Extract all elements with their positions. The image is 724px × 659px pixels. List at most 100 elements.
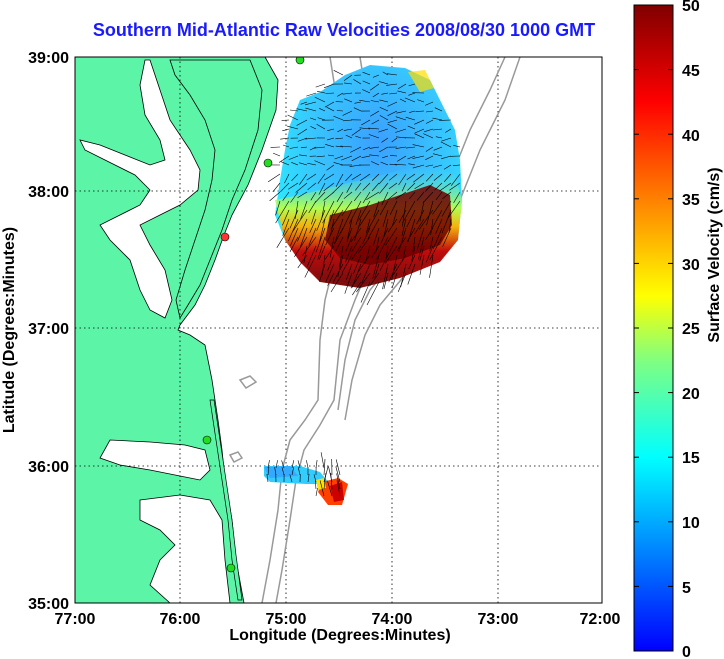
velocity-arrow [337,254,344,277]
x-axis: 77:00 76:00 75:00 74:00 73:00 72:00 Long… [55,611,621,644]
chesapeake-bay [79,59,201,319]
velocity-arrow [287,114,299,121]
velocity-arrow [340,145,353,148]
x-axis-title: Longitude (Degrees:Minutes) [229,627,450,644]
velocity-arrow [395,128,407,133]
velocity-arrow [341,200,353,217]
velocity-arrow [441,209,452,234]
velocity-arrow [343,74,353,81]
colorbar-tick-label: 25 [682,321,700,338]
velocity-arrow [325,144,335,148]
velocity-arrow [327,209,335,228]
velocity-arrow [319,480,325,497]
velocity-arrow [416,191,425,201]
velocity-arrow [425,155,434,160]
velocity-arrow [344,272,353,294]
velocity-arrow [418,209,434,230]
velocity-arrow [300,200,308,220]
velocity-arrow [316,155,326,158]
velocity-arrow [416,227,425,250]
velocity-arrow [419,200,425,222]
velocity-arrow [396,110,407,114]
velocity-arrow [355,182,362,191]
velocity-arrow [379,107,389,112]
colorbar-tick-label: 40 [682,128,700,145]
velocity-arrow [378,81,389,85]
velocity-arrow [305,107,317,112]
velocity-arrow [372,227,380,246]
velocity-arrow [350,227,362,242]
velocity-arrow [426,200,434,226]
velocity-arrow [379,254,389,271]
velocity-arrow [409,110,416,113]
velocity-arrow [306,173,317,181]
station-marker [295,57,305,65]
velocity-arrow [297,460,301,469]
velocity-arrow [327,480,333,497]
velocity-arrow [335,137,344,140]
velocity-arrow [316,90,326,94]
velocity-arrow [402,245,407,262]
velocity-arrow [368,127,380,130]
velocity-arrow [389,173,398,181]
x-tick-label: 75:00 [266,611,307,628]
velocity-arrow [336,110,344,112]
velocity-arrow [327,137,335,141]
velocity-arrow [330,209,344,230]
colorbar-tick-label: 20 [682,386,700,403]
velocity-arrow [313,146,326,149]
velocity-arrow [412,236,416,252]
velocity-arrow [333,115,344,121]
velocity-arrow [405,146,416,149]
hf-radar-stations [202,57,305,573]
velocity-arrow [281,460,285,469]
velocity-arrow [351,263,362,288]
station-marker [263,158,273,168]
velocity-arrow [441,200,452,217]
velocity-arrow [341,155,353,161]
velocity-arrow [430,218,434,236]
velocity-arrow [342,119,353,122]
velocity-arrow [334,218,344,244]
velocity-arrow [401,182,407,192]
colorbar-tick-label: 15 [682,450,700,467]
velocity-arrow [381,191,389,206]
velocity-arrow [315,488,318,497]
velocity-arrow [453,145,461,148]
albemarle-sound [99,439,211,481]
velocity-arrow [434,107,443,112]
velocity-arrow [289,236,299,252]
velocity-arrow [362,71,371,76]
velocity-arrow [435,218,443,234]
velocity-arrow [311,209,317,225]
velocity-arrow [396,236,407,251]
velocity-arrow [346,182,353,193]
velocity-arrow [297,191,308,199]
velocity-arrow [383,272,389,290]
velocity-arrow [390,155,398,157]
velocity-arrow [366,209,380,233]
velocity-arrow [337,92,344,97]
velocity-arrow [382,209,389,227]
velocity-arrow [318,182,326,195]
velocity-arrow [355,135,362,139]
velocity-arrow [362,227,371,244]
velocity-arrow [378,128,389,133]
velocity-arrow [404,97,416,103]
velocity-arrow [366,191,380,200]
velocity-arrow [425,173,434,182]
velocity-arrow [416,209,425,225]
velocity-arrow [344,98,353,103]
velocity-arrow [351,155,362,162]
velocity-arrow [314,160,326,166]
velocity-arrow [333,70,344,76]
velocity-arrow [370,100,380,103]
velocity-arrow [379,115,389,121]
velocity-arrow [406,209,416,228]
velocity-arrow [324,245,335,260]
velocity-arrow [414,119,425,125]
velocity-arrow [295,182,308,193]
velocity-arrow [351,245,362,261]
velocity-arrow [310,191,317,201]
velocity-arrow [350,146,362,153]
